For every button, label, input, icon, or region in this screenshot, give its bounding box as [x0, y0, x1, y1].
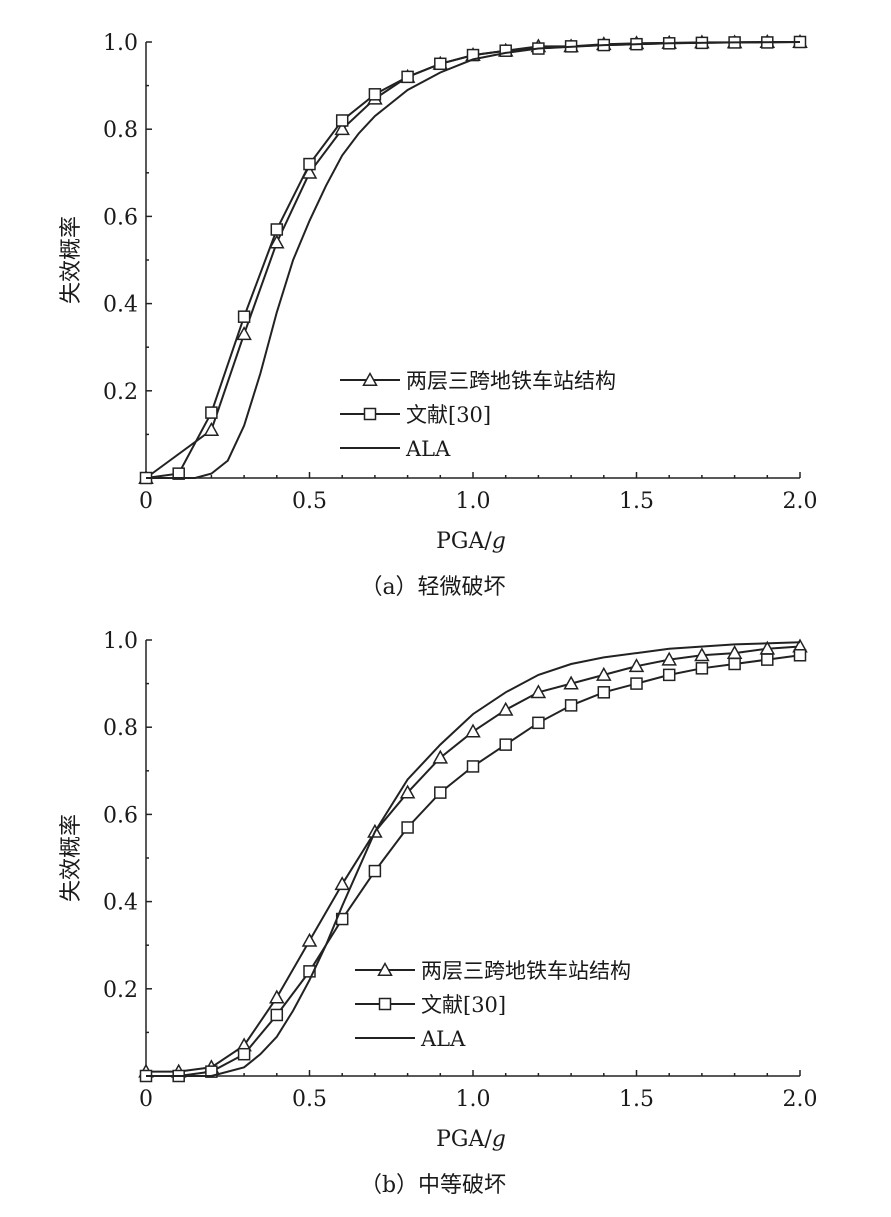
data-point-triangle [432, 749, 449, 764]
data-point-square [205, 1065, 218, 1078]
data-point-square [630, 677, 643, 690]
data-point-square [368, 88, 382, 101]
legend-marker-triangle [377, 961, 393, 976]
data-point-square [237, 310, 251, 323]
data-point-square [303, 965, 316, 978]
data-point-square [401, 70, 414, 84]
data-point-square [662, 668, 676, 682]
data-point-triangle [497, 701, 514, 716]
legend-label: 两层三跨地铁车站结构 [421, 959, 631, 983]
data-point-triangle [399, 784, 416, 799]
data-point-square [270, 1008, 284, 1022]
data-point-triangle [530, 684, 547, 699]
panel-b-moderate-damage: 0 0.5 1.0 1.5 2.0 0.2 0.4 0.6 0.8 1.0 失效概率 PGA/g （b）… [59, 629, 818, 1198]
y-tick-label: 1.0 [103, 629, 138, 654]
x-tick-label: 1.0 [456, 1087, 491, 1112]
data-point-square [761, 653, 774, 666]
data-point-square [695, 662, 709, 675]
data-point-square [434, 57, 447, 71]
data-point-triangle [661, 651, 677, 666]
x-axis-label-main: PGA/ [436, 529, 492, 554]
legend-marker-square [378, 997, 392, 1011]
data-point-square [793, 649, 807, 662]
data-point-triangle [301, 932, 318, 947]
data-point-triangle [334, 121, 350, 136]
panel-caption: （a）轻微破坏 [360, 575, 505, 600]
legend-marker-square [363, 407, 377, 421]
x-tick-label: 0.5 [292, 1087, 327, 1112]
data-point-triangle [465, 723, 481, 738]
x-tick-label: 0 [139, 489, 153, 514]
y-tick-label: 0.8 [103, 118, 138, 143]
series-ala [146, 41, 801, 479]
data-point-triangle [596, 666, 612, 681]
data-point-triangle [628, 658, 645, 673]
y-tick-label: 0.4 [103, 891, 138, 916]
data-point-triangle [236, 326, 252, 341]
data-point-square [335, 114, 349, 127]
x-axis-label-unit: g [492, 529, 506, 554]
data-point-triangle [203, 421, 220, 436]
y-tick-label: 0.4 [103, 293, 138, 318]
data-point-triangle [269, 234, 285, 249]
x-axis-label: PGA/g [436, 529, 506, 554]
data-point-square [368, 864, 382, 878]
y-tick-label: 0.8 [103, 716, 138, 741]
data-point-square [499, 44, 512, 57]
x-axis-label-main: PGA/ [436, 1127, 492, 1152]
data-point-triangle [334, 876, 350, 891]
data-point-square [532, 716, 545, 730]
data-point-triangle [694, 647, 710, 662]
data-point-square [499, 738, 512, 751]
y-tick-label: 0.2 [103, 380, 138, 405]
panel-a-slight-damage: 0 0.5 1.0 1.5 2.0 0.2 0.4 0.6 0.8 1.0 失效概率 PGA/g （a）… [59, 31, 818, 600]
data-point-square [205, 406, 218, 419]
data-point-square [172, 467, 185, 480]
data-point-triangle [563, 675, 579, 690]
data-point-square [237, 1047, 251, 1061]
data-point-square [303, 157, 316, 171]
x-tick-label: 1.5 [619, 489, 654, 514]
data-point-square [466, 48, 480, 62]
panel-caption: （b）中等破坏 [360, 1173, 506, 1198]
legend-label: 两层三跨地铁车站结构 [406, 369, 616, 393]
x-axis-label: PGA/g [436, 1127, 506, 1152]
y-axis-label: 失效概率 [59, 216, 84, 304]
y-tick-label: 1.0 [103, 31, 138, 56]
series-ala [146, 641, 801, 1077]
data-point-square [597, 686, 611, 699]
data-point-square [728, 657, 741, 671]
x-tick-label: 0.5 [292, 489, 327, 514]
x-tick-label: 2.0 [783, 1087, 818, 1112]
y-axis-label: 失效概率 [59, 814, 84, 902]
data-point-square [434, 786, 447, 799]
x-tick-label: 1.5 [619, 1087, 654, 1112]
data-point-square [466, 760, 480, 773]
x-axis-label-unit: g [492, 1127, 506, 1152]
y-tick-label: 0.2 [103, 978, 138, 1003]
x-tick-label: 2.0 [783, 489, 818, 514]
legend-label: 文献[30] [406, 403, 491, 427]
series-line [146, 641, 801, 1077]
data-point-square [564, 699, 578, 712]
data-point-triangle [269, 989, 285, 1004]
x-tick-label: 1.0 [456, 489, 491, 514]
data-point-square [270, 223, 284, 236]
series-square [139, 649, 807, 1083]
legend-marker-triangle [362, 371, 378, 386]
data-point-square [401, 821, 414, 834]
legend-label: ALA [405, 437, 451, 461]
y-tick-label: 0.6 [103, 803, 138, 828]
series-line [146, 41, 801, 479]
legend-label: 文献[30] [421, 993, 506, 1017]
legend-label: ALA [420, 1027, 466, 1051]
y-tick-label: 0.6 [103, 205, 138, 230]
x-tick-label: 0 [139, 1087, 153, 1112]
